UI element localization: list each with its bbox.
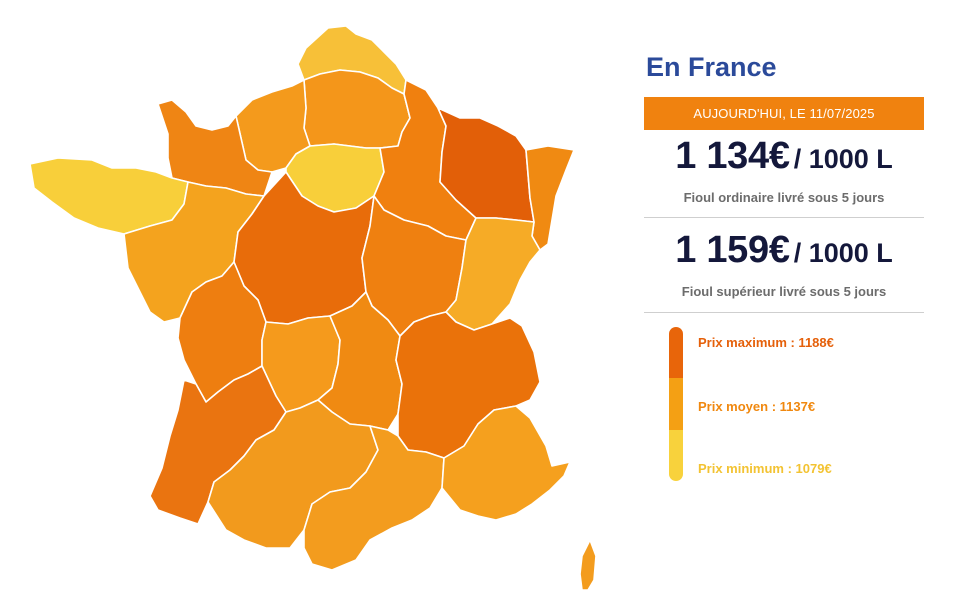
region-auvergne[interactable] <box>317 291 403 431</box>
region-alsace[interactable] <box>525 145 575 251</box>
price-ordinaire-unit: / 1000 L <box>793 144 893 174</box>
region-franche-comte[interactable] <box>445 217 541 331</box>
price-ordinaire-caption: Fioul ordinaire livré sous 5 jours <box>683 190 885 205</box>
price-ordinaire: 1 134€/ 1000 L <box>644 136 924 184</box>
legend-min: Prix minimum : 1079€ <box>698 461 832 476</box>
price-superieur-amount: 1 159€ <box>675 229 790 271</box>
price-block-ordinaire: 1 134€/ 1000 L Fioul ordinaire livré sou… <box>644 130 924 218</box>
region-rhone-alpes[interactable] <box>395 311 541 459</box>
price-ordinaire-amount: 1 134€ <box>675 135 790 177</box>
price-superieur: 1 159€/ 1000 L <box>644 230 924 278</box>
region-languedoc-roussillon[interactable] <box>303 425 445 571</box>
page-title: En France <box>646 52 777 82</box>
legend-max: Prix maximum : 1188€ <box>698 335 834 350</box>
date-banner: AUJOURD'HUI, LE 11/07/2025 <box>644 97 924 130</box>
region-corse[interactable] <box>579 539 597 590</box>
legend-color-bar <box>669 327 683 481</box>
price-superieur-unit: / 1000 L <box>793 238 893 268</box>
price-superieur-caption: Fioul supérieur livré sous 5 jours <box>681 284 887 299</box>
legend-avg: Prix moyen : 1137€ <box>698 399 816 414</box>
price-legend: Prix maximum : 1188€ Prix moyen : 1137€ … <box>644 327 924 481</box>
france-price-map <box>29 25 597 590</box>
price-block-superieur: 1 159€/ 1000 L Fioul supérieur livré sou… <box>644 218 924 313</box>
price-panel: En France AUJOURD'HUI, LE 11/07/2025 1 1… <box>644 52 924 481</box>
region-paca[interactable] <box>441 405 571 521</box>
